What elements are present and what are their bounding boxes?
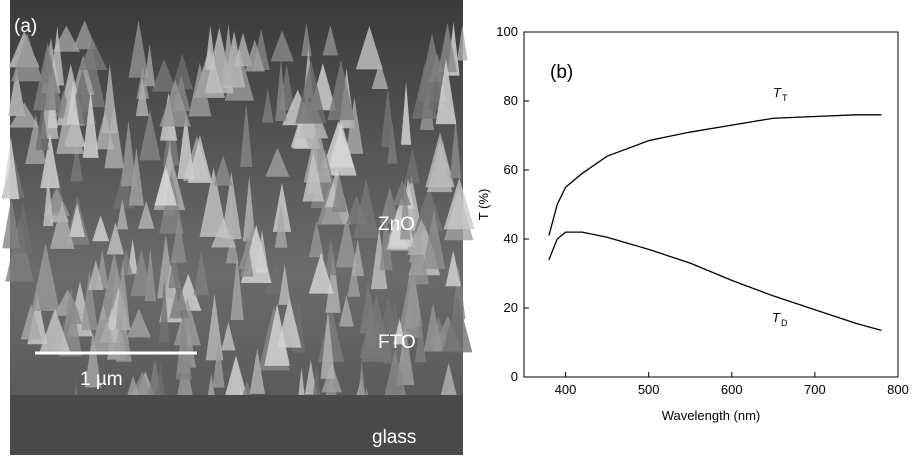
x-tick-label: 800 (887, 382, 909, 397)
panel-label: (a) (14, 16, 37, 37)
x-tick-label: 400 (555, 382, 577, 397)
y-tick-label: 80 (504, 93, 518, 108)
data-line (549, 115, 881, 236)
panel-label: (b) (550, 62, 573, 83)
y-tick-label: 0 (511, 369, 518, 384)
x-tick-label: 700 (804, 382, 826, 397)
y-tick-label: 40 (504, 231, 518, 246)
data-line (549, 232, 881, 330)
curve-label: T (773, 85, 782, 100)
chart: 0 20 40 60 80 100 400 500 600 700 800 Wavelength (n… (476, 24, 909, 423)
curve-label: T (772, 310, 781, 325)
x-axis-label: Wavelength (nm) (662, 408, 761, 423)
curve-label-sub: T (782, 93, 788, 103)
plot-frame (524, 32, 898, 377)
x-tick-label: 500 (638, 382, 660, 397)
y-tick-label: 60 (504, 162, 518, 177)
layer-label: ZnO (378, 214, 415, 235)
curve-label-sub: D (781, 318, 788, 328)
y-tick-label: 100 (496, 24, 518, 39)
x-tick-label: 600 (721, 382, 743, 397)
layer-label: glass (372, 427, 416, 448)
figure: (a) ZnO FTO glass 1 µm 0 20 40 60 80 100 400 50… (0, 0, 916, 455)
y-axis-label: T (%) (476, 189, 491, 221)
sem-image: (a) ZnO FTO glass 1 µm (2, 0, 475, 455)
layer-label: FTO (378, 332, 416, 353)
scale-label: 1 µm (80, 369, 123, 390)
y-tick-label: 20 (504, 300, 518, 315)
